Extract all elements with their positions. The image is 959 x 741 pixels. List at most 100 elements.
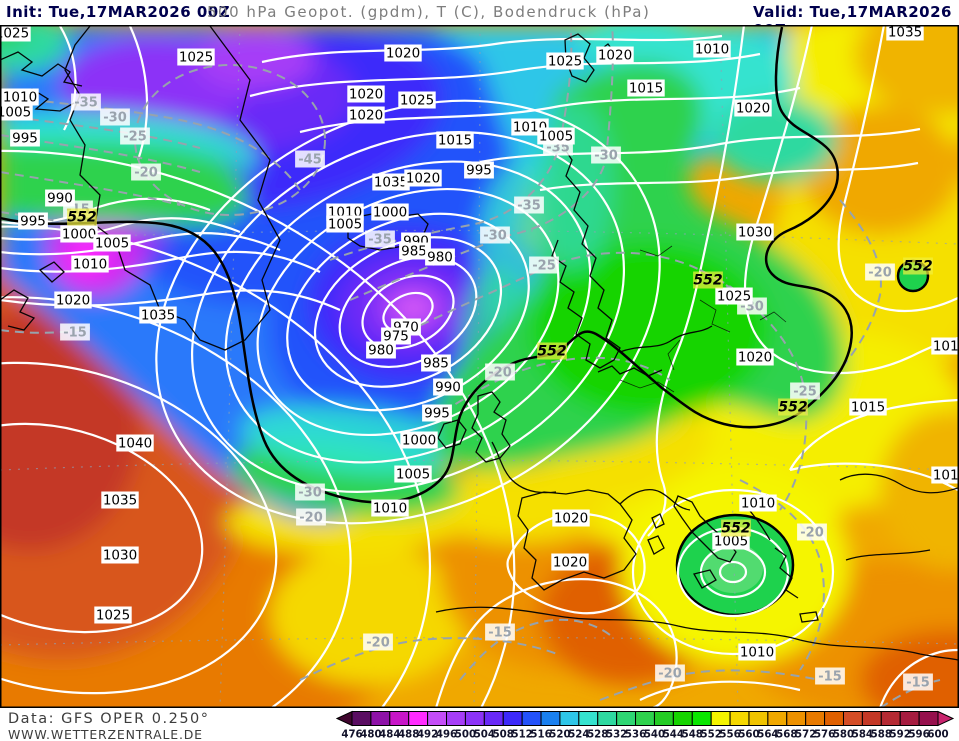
- pressure-label: 1040: [116, 434, 154, 452]
- website-label: WWW.WETTERZENTRALE.DE: [8, 727, 203, 741]
- colorbar-tick-label: 496: [436, 730, 457, 741]
- temperature-label: -20: [485, 363, 515, 381]
- colorbar-segment: [635, 711, 655, 726]
- pressure-label: 1035: [886, 26, 924, 41]
- colorbar-tick-label: 568: [776, 730, 797, 741]
- colorbar-tick-label: 524: [568, 730, 589, 741]
- svg-text:975: 975: [383, 329, 409, 345]
- svg-text:552: 552: [778, 400, 807, 416]
- svg-text:-30: -30: [594, 149, 618, 164]
- colorbar-tick-label: 528: [587, 730, 608, 741]
- svg-text:1015: 1015: [851, 400, 885, 416]
- pressure-label: 1010: [71, 255, 109, 273]
- pressure-label: 1005: [1, 103, 33, 121]
- colorbar-tick-label: 596: [908, 730, 929, 741]
- temperature-label: -45: [295, 150, 325, 168]
- pressure-label: 1005: [326, 215, 364, 233]
- svg-text:552: 552: [721, 521, 750, 537]
- pressure-label: 1005: [394, 465, 432, 483]
- temperature-label: -15: [815, 667, 845, 685]
- svg-text:-15: -15: [818, 670, 842, 685]
- temperature-label: -25: [529, 256, 559, 274]
- colorbar-tick-label: 536: [625, 730, 646, 741]
- svg-text:552: 552: [693, 273, 722, 289]
- pressure-label: 1020: [384, 44, 422, 62]
- svg-text:1015: 1015: [933, 339, 959, 355]
- svg-text:995: 995: [20, 214, 46, 230]
- pressure-label: 1010: [931, 466, 958, 484]
- colorbar-tick-label: 508: [493, 730, 514, 741]
- pressure-label: 985: [399, 242, 429, 260]
- colorbar-segment: [805, 711, 826, 726]
- colorbar-tick-label: 492: [417, 730, 438, 741]
- colorbar-tick-label: 544: [663, 730, 684, 741]
- svg-text:1020: 1020: [386, 46, 420, 62]
- pressure-label: 1010: [371, 499, 409, 517]
- colorbar-segment: [918, 711, 939, 726]
- temperature-label: -25: [790, 382, 820, 400]
- svg-text:995: 995: [466, 163, 492, 179]
- pressure-label: 1020: [596, 46, 634, 64]
- pressure-label: 995: [422, 404, 452, 422]
- colorbar-tick-label: 572: [795, 730, 816, 741]
- colorbar-tick-label: 580: [833, 730, 854, 741]
- svg-text:-15: -15: [63, 326, 87, 341]
- pressure-labels-layer: 1025102510201025102010351010102010251015…: [0, 26, 959, 661]
- temperature-label: -30: [295, 483, 325, 501]
- colorbar-segment: [616, 711, 637, 726]
- svg-text:1030: 1030: [738, 225, 772, 241]
- svg-text:1020: 1020: [406, 171, 440, 187]
- svg-text:1035: 1035: [103, 493, 137, 509]
- colorbar-segment: [729, 711, 750, 726]
- geopotential-552-label: 552: [721, 519, 751, 537]
- pressure-label: 1020: [552, 509, 590, 527]
- svg-text:995: 995: [12, 131, 38, 147]
- svg-text:980: 980: [427, 250, 453, 266]
- latlon-grid: [1, 26, 958, 707]
- colorbar-segment: [653, 711, 674, 726]
- svg-text:985: 985: [401, 244, 427, 260]
- pressure-label: 980: [366, 341, 396, 359]
- colorbar-legend: 4764804844884924965005045085125165205245…: [335, 710, 955, 741]
- svg-text:1020: 1020: [349, 87, 383, 103]
- pressure-label: 1005: [93, 234, 131, 252]
- svg-text:552: 552: [537, 344, 566, 360]
- svg-text:1025: 1025: [96, 608, 130, 624]
- colorbar-tick-label: 516: [530, 730, 551, 741]
- svg-text:1000: 1000: [402, 433, 436, 449]
- svg-text:1035: 1035: [374, 175, 408, 191]
- svg-text:1000: 1000: [62, 227, 96, 243]
- temperature-label: -15: [903, 673, 933, 691]
- colorbar-tick-label: 588: [871, 730, 892, 741]
- pressure-label: 1010: [739, 494, 777, 512]
- colorbar-tick-label: 548: [682, 730, 703, 741]
- colorbar-segment: [748, 711, 769, 726]
- svg-text:1025: 1025: [717, 289, 751, 305]
- temperature-labels-layer: -35-30-25-20-15-15-45-35-35-30-25-20-35-…: [60, 93, 933, 691]
- svg-text:-35: -35: [74, 96, 98, 111]
- data-source-label: Data: GFS OPER 0.250°: [8, 711, 210, 727]
- svg-text:1005: 1005: [539, 129, 573, 145]
- colorbar-tick-label: 504: [474, 730, 495, 741]
- svg-text:1025: 1025: [0, 26, 29, 42]
- colorbar-tick-label: 484: [379, 730, 400, 741]
- svg-text:552: 552: [903, 259, 932, 275]
- pressure-label: 1005: [537, 127, 575, 145]
- pressure-label: 1035: [372, 173, 410, 191]
- pressure-label: 995: [18, 212, 48, 230]
- colorbar-tick-label: 564: [757, 730, 778, 741]
- map-footer: Data: GFS OPER 0.250° WWW.WETTERZENTRALE…: [0, 708, 959, 741]
- pressure-label: 975: [381, 327, 411, 345]
- colorbar-tick-label: 540: [644, 730, 665, 741]
- svg-text:995: 995: [424, 406, 450, 422]
- temperature-label: -25: [120, 127, 150, 145]
- pressure-label: 1020: [734, 99, 772, 117]
- colorbar-tick-label: 520: [549, 730, 570, 741]
- colorbar-tick-label: 500: [455, 730, 476, 741]
- temperature-label: -35: [71, 93, 101, 111]
- svg-text:1000: 1000: [373, 205, 407, 221]
- svg-text:1025: 1025: [179, 50, 213, 66]
- colorbar-segment: [672, 711, 693, 726]
- colorbar-tick-label: 584: [852, 730, 873, 741]
- svg-text:1010: 1010: [741, 496, 775, 512]
